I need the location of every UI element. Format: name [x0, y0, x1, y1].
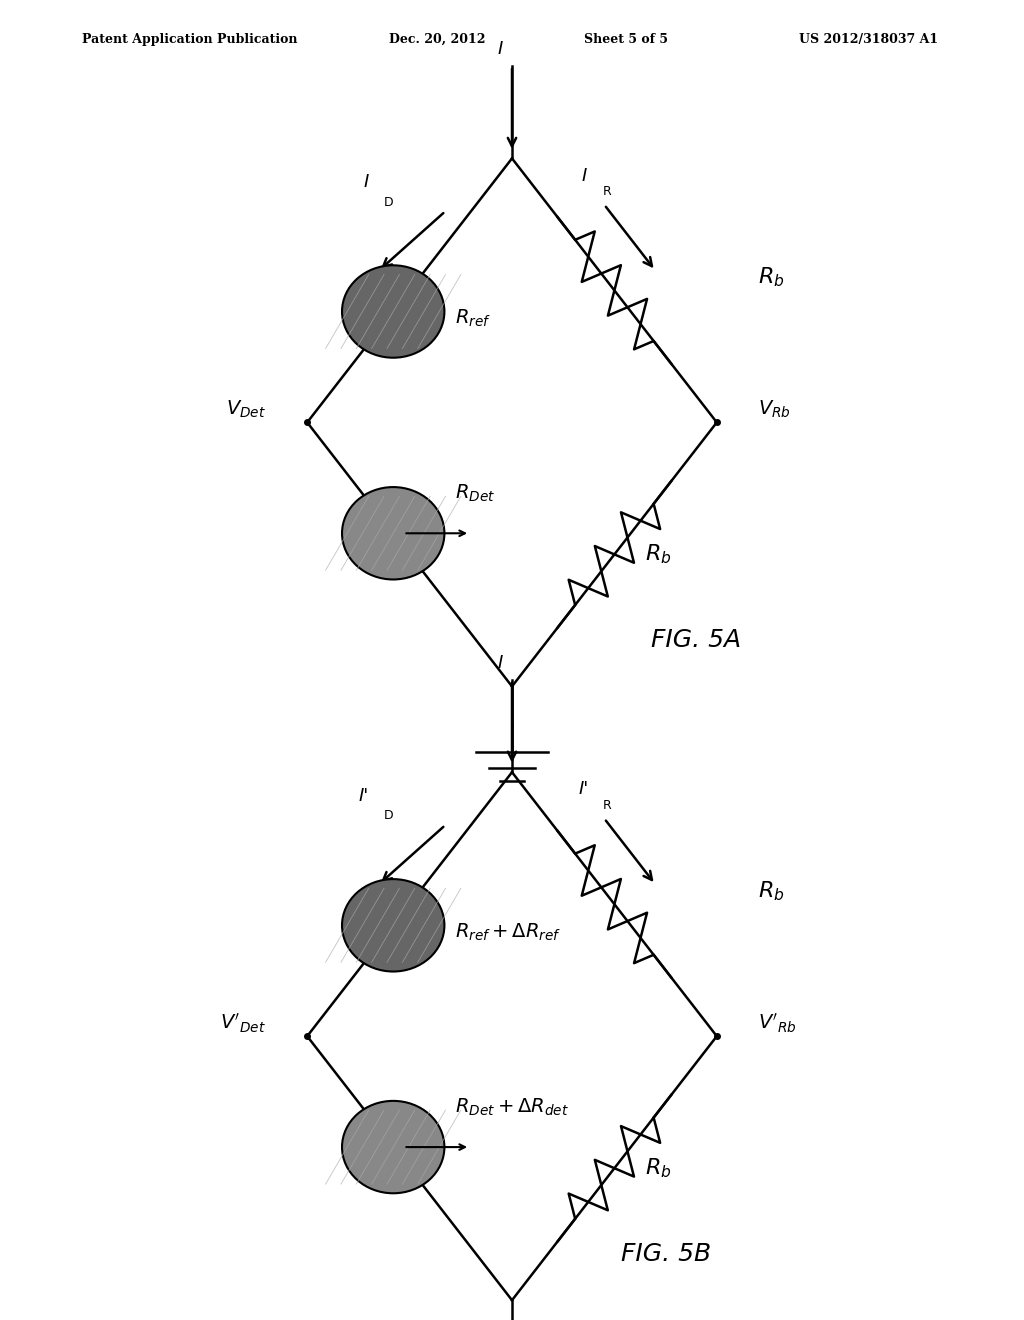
Text: I': I' [579, 780, 589, 799]
Text: $R_{ref}+\Delta R_{ref}$: $R_{ref}+\Delta R_{ref}$ [455, 921, 561, 942]
Text: $R_{ref}$: $R_{ref}$ [455, 308, 490, 329]
Text: $R_{Det}+\Delta R_{det}$: $R_{Det}+\Delta R_{det}$ [455, 1097, 568, 1118]
Text: Dec. 20, 2012: Dec. 20, 2012 [389, 33, 485, 46]
Text: R: R [603, 799, 612, 812]
Text: I: I [497, 653, 503, 672]
Text: I: I [364, 173, 369, 191]
Text: D: D [384, 195, 393, 209]
Ellipse shape [342, 487, 444, 579]
Text: Sheet 5 of 5: Sheet 5 of 5 [584, 33, 668, 46]
Text: FIG. 5A: FIG. 5A [651, 628, 741, 652]
Text: I: I [497, 40, 503, 58]
Text: I': I' [358, 787, 369, 805]
Text: $R_{Det}$: $R_{Det}$ [455, 483, 495, 504]
Text: R: R [603, 185, 612, 198]
Text: $V'_{Rb}$: $V'_{Rb}$ [758, 1011, 797, 1035]
Text: FIG. 5B: FIG. 5B [621, 1242, 711, 1266]
Text: $V_{Rb}$: $V_{Rb}$ [758, 399, 791, 420]
Text: $R_b$: $R_b$ [645, 543, 672, 566]
Ellipse shape [342, 879, 444, 972]
Text: $R_b$: $R_b$ [758, 879, 784, 903]
Text: I: I [581, 166, 587, 185]
Ellipse shape [342, 1101, 444, 1193]
Text: Patent Application Publication: Patent Application Publication [82, 33, 297, 46]
Text: $R_b$: $R_b$ [645, 1156, 672, 1180]
Ellipse shape [342, 265, 444, 358]
Text: D: D [384, 809, 393, 822]
Text: $V'_{Det}$: $V'_{Det}$ [220, 1011, 266, 1035]
Text: $R_b$: $R_b$ [758, 265, 784, 289]
Text: $V_{Det}$: $V_{Det}$ [226, 399, 266, 420]
Text: US 2012/318037 A1: US 2012/318037 A1 [799, 33, 938, 46]
